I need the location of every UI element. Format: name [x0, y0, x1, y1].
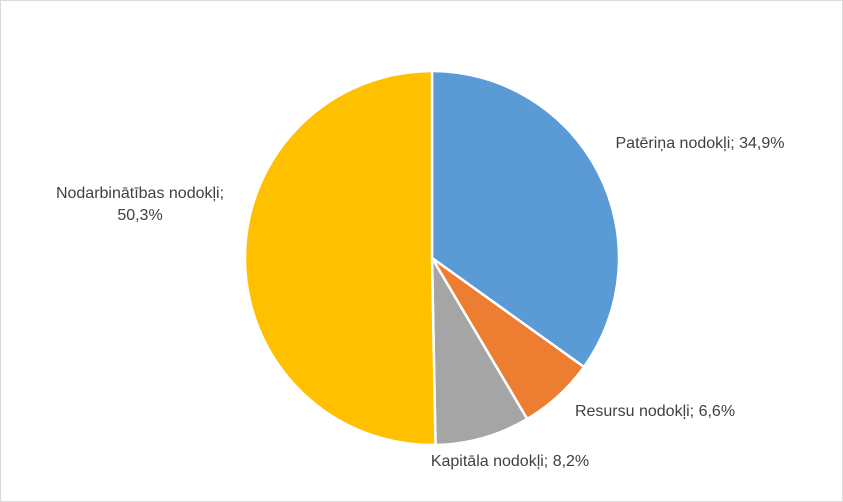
pie-slice	[430, 253, 529, 447]
data-label: Kapitāla nodokļi; 8,2%	[430, 453, 590, 470]
pie-slice	[430, 69, 621, 369]
data-label: Nodarbinātības nodokļi; 50,3%	[55, 185, 225, 224]
data-label: Patēriņa nodokļi; 34,9%	[615, 135, 785, 152]
pie-slice	[243, 69, 437, 447]
data-label: Resursu nodokļi; 6,6%	[574, 403, 736, 420]
